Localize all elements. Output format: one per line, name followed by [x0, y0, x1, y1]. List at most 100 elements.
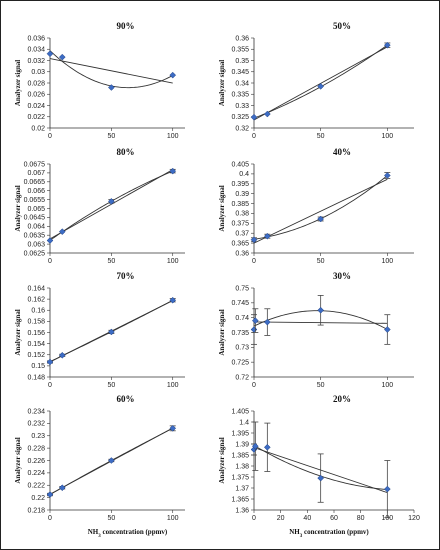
data-point: [108, 328, 115, 336]
x-tick-label: 50: [107, 258, 115, 265]
y-tick-label: 0.232: [27, 421, 45, 428]
linear-fit-line: [49, 58, 173, 84]
y-tick-label: 0.152: [27, 352, 45, 359]
panel-50pct: 50% 0.32 0.325 0.33 0.335 0.34 0.345 0.35 0.355 0…: [218, 21, 414, 140]
data-point: [58, 484, 66, 492]
y-tick-label: 1.375: [231, 474, 249, 481]
y-tick-label: 0.034: [27, 47, 45, 54]
y-tick-label: 0.0625: [24, 250, 46, 257]
y-tick-label: 0.218: [27, 507, 45, 514]
data-point: [169, 167, 177, 175]
x-tick-label: 0: [252, 258, 256, 265]
data-point: [263, 443, 271, 451]
y-tick-label: 0.03: [31, 69, 45, 76]
y-tick-label: 1.38: [235, 463, 249, 470]
panel-20pct: 20% 1.36 1.365 1.37 1.375 1.38 1.385 1.39 1.395 1…: [218, 394, 420, 539]
y-tick-label: 0.75: [235, 285, 249, 292]
y-tick-label: 0.365: [231, 240, 249, 247]
data-point: [169, 296, 177, 304]
data-point: [46, 237, 54, 244]
x-tick-label: 100: [381, 515, 393, 522]
x-axis-label: NH3 concentration (ppmv): [88, 528, 168, 539]
y-tick-label: 0.725: [231, 359, 249, 366]
y-tick-label: 1.37: [235, 485, 249, 492]
y-tick-label: 1.395: [231, 430, 249, 437]
x-tick-label: 0: [48, 382, 52, 389]
x-tick-label: 100: [167, 382, 179, 389]
panel-title: 70%: [117, 271, 135, 281]
x-tick-label: 80: [357, 515, 365, 522]
y-tick-label: 0.226: [27, 458, 45, 465]
y-axis-label: Analyzer signal: [14, 185, 22, 231]
data-point: [383, 485, 391, 493]
x-tick-label: 0: [252, 133, 256, 140]
panel-title: 90%: [117, 21, 135, 31]
y-tick-label: 0.73: [235, 345, 249, 352]
y-axis-label: Analyzer signal: [14, 60, 22, 106]
y-tick-label: 0.0675: [24, 161, 46, 168]
quadratic-fit-line: [253, 175, 388, 240]
data-point: [250, 236, 258, 244]
y-tick-label: 0.15: [31, 363, 45, 370]
y-tick-label: 0.148: [27, 374, 45, 381]
panel-title: 50%: [333, 21, 351, 31]
panel-title: 60%: [117, 394, 135, 404]
quadratic-fit-line: [49, 50, 173, 89]
x-tick-label: 50: [317, 382, 325, 389]
y-tick-label: 0.228: [27, 445, 45, 452]
y-tick-label: 0.4: [239, 171, 249, 178]
y-tick-label: 0.158: [27, 319, 45, 326]
data-point: [108, 84, 115, 91]
y-tick-label: 0.72: [235, 374, 249, 381]
panel-60pct: 60% 0.218 0.22 0.222 0.224 0.226 0.228 0.23 0.23…: [14, 394, 185, 539]
y-tick-label: 0.028: [27, 80, 45, 87]
data-point: [250, 113, 258, 121]
y-tick-label: 0.0665: [24, 179, 46, 186]
panel-title: 40%: [333, 147, 351, 157]
data-point: [46, 358, 54, 366]
x-tick-label: 0: [252, 515, 256, 522]
data-point: [317, 474, 325, 482]
y-tick-label: 0.063: [27, 241, 45, 248]
y-tick-label: 0.156: [27, 330, 45, 337]
data-point: [263, 232, 271, 240]
y-tick-label: 0.375: [231, 221, 249, 228]
data-point: [169, 424, 177, 432]
y-tick-label: 0.0645: [24, 215, 46, 222]
data-point: [317, 306, 325, 314]
y-tick-label: 0.067: [27, 170, 45, 177]
panel-70pct: 70% 0.148 0.15 0.152 0.154 0.156 0.158 0.16 0.16…: [14, 271, 185, 389]
y-tick-label: 0.065: [27, 206, 45, 213]
y-tick-label: 0.16: [31, 308, 45, 315]
y-tick-label: 0.325: [231, 114, 249, 121]
y-tick-label: 0.37: [235, 231, 249, 238]
panel-90pct: 90% 0.02 0.022 0.024 0.026 0.028 0.03 0.032 0.03…: [14, 21, 185, 140]
y-tick-label: 0.0655: [24, 197, 46, 204]
panel-30pct: 30% 0.72 0.725 0.73 0.735 0.74 0.745 0.75 0 50 100…: [218, 271, 414, 389]
x-tick-label: 100: [167, 133, 179, 140]
data-point: [317, 215, 325, 223]
x-tick-label: 50: [107, 382, 115, 389]
y-tick-label: 1.36: [235, 507, 249, 514]
y-axis-label: Analyzer signal: [14, 437, 22, 483]
data-point: [250, 326, 258, 333]
x-tick-label: 100: [167, 258, 179, 265]
data-point: [383, 326, 391, 333]
y-tick-label: 1.405: [231, 408, 249, 415]
y-tick-label: 0.23: [31, 433, 45, 440]
data-point: [263, 318, 271, 326]
y-axis-label: Analyzer signal: [218, 185, 226, 231]
data-point: [46, 50, 54, 58]
y-tick-label: 0.026: [27, 92, 45, 99]
data-point: [251, 442, 259, 450]
quadratic-fit-line: [49, 170, 173, 241]
x-tick-label: 100: [381, 382, 393, 389]
x-tick-label: 100: [381, 258, 393, 265]
x-axis-label: NH3 concentration (ppmv): [289, 528, 369, 539]
y-tick-label: 0.022: [27, 114, 45, 121]
data-point: [383, 41, 391, 49]
y-tick-label: 0.405: [231, 161, 249, 168]
x-tick-label: 0: [252, 382, 256, 389]
x-tick-label: 50: [317, 133, 325, 140]
